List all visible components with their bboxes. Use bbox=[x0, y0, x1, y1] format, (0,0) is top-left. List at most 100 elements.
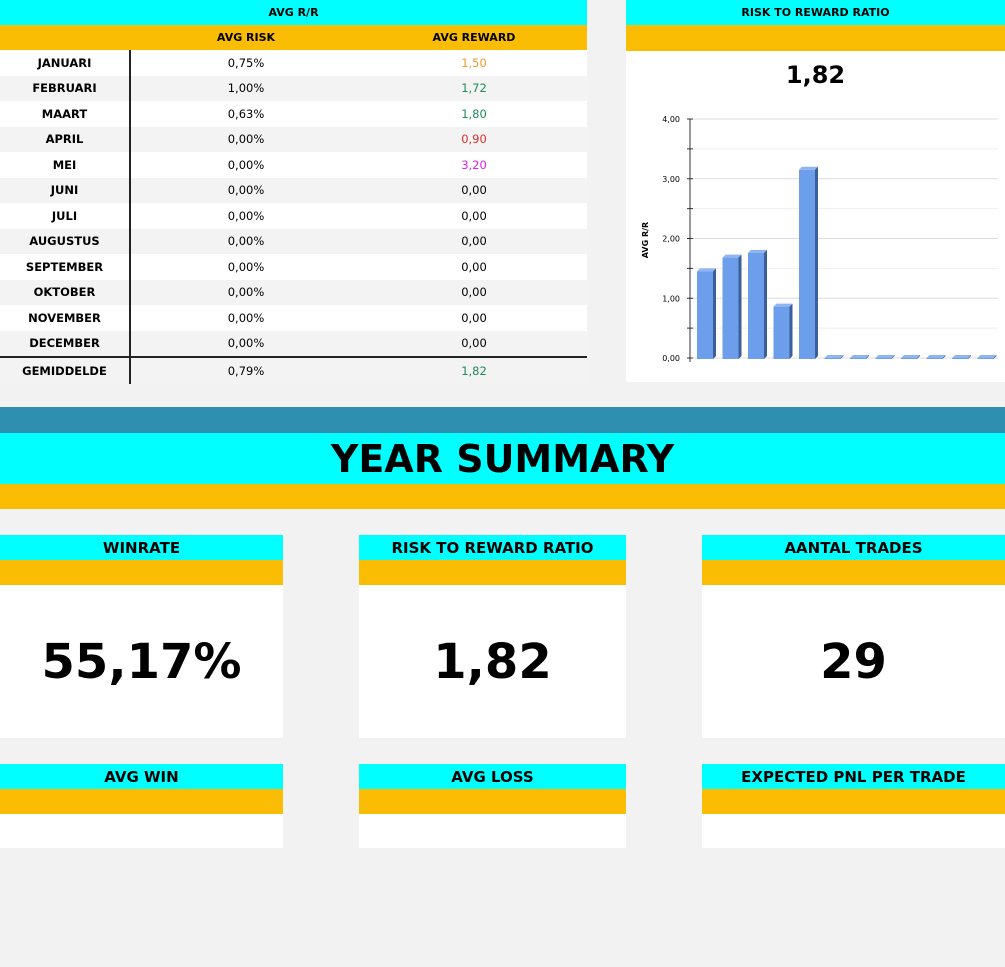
reward-cell: 3,20 bbox=[461, 157, 487, 172]
summary-card-winrate: WINRATE 55,17% bbox=[0, 535, 283, 738]
risk-cell: 0,00% bbox=[227, 132, 265, 147]
risk-cell: 0,00% bbox=[227, 285, 265, 300]
table-row: OKTOBER 0,00% 0,00 bbox=[0, 279, 587, 305]
month-cell: NOVEMBER bbox=[0, 305, 131, 331]
risk-cell: 1,00% bbox=[227, 81, 265, 96]
table-title-bar: AVG R/R bbox=[0, 0, 587, 25]
table-row: GEMIDDELDE 0,79% 1,82 bbox=[0, 356, 587, 384]
summary-card-avg-loss: AVG LOSS bbox=[359, 764, 626, 848]
month-cell: FEBRUARI bbox=[0, 75, 131, 101]
table-row: SEPTEMBER 0,00% 0,00 bbox=[0, 254, 587, 280]
bar-side bbox=[968, 355, 971, 359]
card-label: AANTAL TRADES bbox=[702, 535, 1005, 560]
summary-card-avg-win: AVG WIN bbox=[0, 764, 283, 848]
card-label: EXPECTED PNL PER TRADE bbox=[702, 764, 1005, 789]
bar bbox=[977, 358, 994, 359]
bar-side bbox=[993, 355, 997, 359]
table-row: DECEMBER 0,00% 0,00 bbox=[0, 330, 587, 356]
risk-cell: 0,79% bbox=[227, 363, 265, 378]
table-row: APRIL 0,00% 0,90 bbox=[0, 126, 587, 152]
card-value bbox=[359, 814, 626, 967]
card-value: 55,17% bbox=[41, 633, 242, 690]
month-cell: GEMIDDELDE bbox=[0, 358, 131, 384]
risk-cell: 0,00% bbox=[227, 157, 265, 172]
y-tick-label: 1,00 bbox=[662, 294, 680, 303]
summary-card-aantal-trades: AANTAL TRADES 29 bbox=[702, 535, 1005, 738]
avg-rr-table: AVG R/R AVG RISK AVG REWARD JANUARI 0,75%… bbox=[0, 0, 587, 384]
card-value: 29 bbox=[820, 633, 887, 690]
risk-cell: 0,00% bbox=[227, 208, 265, 223]
card-label: AVG LOSS bbox=[359, 764, 626, 789]
month-cell: OKTOBER bbox=[0, 279, 131, 305]
card-label: WINRATE bbox=[0, 535, 283, 560]
summary-card-risk-to-reward-ratio: RISK TO REWARD RATIO 1,82 bbox=[359, 535, 626, 738]
bar bbox=[748, 252, 764, 359]
bar bbox=[850, 358, 866, 359]
reward-cell: 0,00 bbox=[461, 285, 487, 300]
bar-side bbox=[917, 355, 920, 359]
bar-top bbox=[850, 355, 869, 358]
risk-cell: 0,63% bbox=[227, 106, 265, 121]
bar bbox=[773, 306, 790, 359]
bar-top bbox=[926, 355, 946, 358]
card-label: AVG WIN bbox=[0, 764, 283, 789]
bar-top bbox=[952, 355, 971, 358]
risk-cell: 0,00% bbox=[227, 259, 265, 274]
table-row: FEBRUARI 1,00% 1,72 bbox=[0, 75, 587, 101]
reward-cell: 0,00 bbox=[461, 183, 487, 198]
bar-top bbox=[824, 355, 844, 358]
bar-top bbox=[977, 355, 997, 358]
panel-title: RISK TO REWARD RATIO bbox=[741, 6, 890, 19]
table-row: AUGUSTUS 0,00% 0,00 bbox=[0, 228, 587, 254]
y-axis-label: AVG R/R bbox=[641, 222, 650, 258]
bar-side bbox=[789, 303, 793, 359]
risk-cell: 0,00% bbox=[227, 183, 265, 198]
bar-side bbox=[891, 355, 895, 359]
month-cell: MEI bbox=[0, 152, 131, 178]
bar bbox=[824, 358, 841, 359]
bar-top bbox=[773, 303, 793, 307]
col-risk-header: AVG RISK bbox=[216, 31, 276, 44]
reward-cell: 0,00 bbox=[461, 310, 487, 325]
month-cell: APRIL bbox=[0, 126, 131, 152]
reward-cell: 0,00 bbox=[461, 234, 487, 249]
bar bbox=[722, 257, 739, 359]
reward-cell: 1,82 bbox=[461, 363, 487, 378]
rr-bar-chart: 0,00 1,00 2,00 3,00 4,00 AVG R/R bbox=[641, 115, 998, 363]
table-header: AVG RISK AVG REWARD bbox=[0, 25, 587, 50]
bar-side bbox=[738, 254, 742, 359]
table-row: JANUARI 0,75% 1,50 bbox=[0, 50, 587, 76]
month-cell: JUNI bbox=[0, 177, 131, 203]
y-tick-label: 0,00 bbox=[662, 354, 680, 363]
card-value bbox=[702, 814, 1005, 967]
bar bbox=[926, 358, 943, 359]
bar bbox=[875, 358, 892, 359]
table-row: MAART 0,63% 1,80 bbox=[0, 101, 587, 127]
card-label: RISK TO REWARD RATIO bbox=[359, 535, 626, 560]
risk-cell: 0,00% bbox=[227, 310, 265, 325]
reward-cell: 0,90 bbox=[461, 132, 487, 147]
bar-side bbox=[840, 355, 844, 359]
table-row: NOVEMBER 0,00% 0,00 bbox=[0, 305, 587, 331]
month-cell: JANUARI bbox=[0, 50, 131, 76]
table-row: JULI 0,00% 0,00 bbox=[0, 203, 587, 229]
month-cell: DECEMBER bbox=[0, 330, 131, 356]
y-tick-label: 4,00 bbox=[662, 115, 680, 124]
bar-top bbox=[901, 355, 920, 358]
panel-value: 1,82 bbox=[785, 61, 846, 89]
risk-cell: 0,75% bbox=[227, 55, 265, 70]
bar bbox=[952, 358, 968, 359]
reward-cell: 1,72 bbox=[461, 81, 487, 96]
risk-cell: 0,00% bbox=[227, 234, 265, 249]
bar-side bbox=[866, 355, 869, 359]
year-summary-title: YEAR SUMMARY bbox=[0, 433, 1005, 484]
month-cell: JULI bbox=[0, 203, 131, 229]
bar-side bbox=[764, 249, 767, 359]
divider-bar bbox=[0, 407, 1005, 433]
bar bbox=[799, 169, 815, 359]
reward-cell: 0,00 bbox=[461, 208, 487, 223]
month-cell: MAART bbox=[0, 101, 131, 127]
bar-top bbox=[697, 268, 716, 272]
month-cell: SEPTEMBER bbox=[0, 254, 131, 280]
reward-cell: 1,50 bbox=[461, 55, 487, 70]
